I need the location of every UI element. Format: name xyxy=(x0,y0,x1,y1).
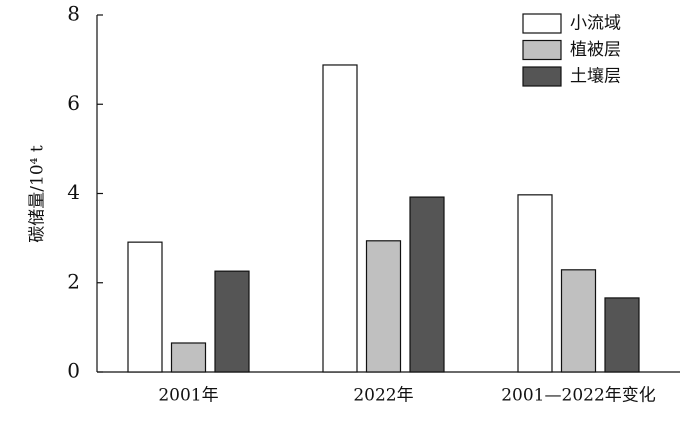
x-tick-label: 2001—2022年变化 xyxy=(501,386,656,406)
y-tick-label: 6 xyxy=(67,91,80,115)
legend-swatch xyxy=(522,66,562,87)
y-axis-label: 碳储量/10⁴ t xyxy=(28,145,48,243)
legend-label: 小流域 xyxy=(570,14,621,34)
legend-label: 土壤层 xyxy=(570,66,621,87)
bar xyxy=(214,270,250,373)
y-tick-label: 2 xyxy=(67,269,80,293)
bar xyxy=(322,64,358,373)
y-tick-label: 4 xyxy=(67,180,80,204)
y-tick-label: 8 xyxy=(67,2,80,26)
bar xyxy=(604,297,640,373)
bar xyxy=(127,241,163,373)
legend-swatch xyxy=(522,13,562,34)
legend-swatch xyxy=(522,39,562,61)
bar xyxy=(560,269,597,373)
y-tick-label: 0 xyxy=(67,359,80,383)
bar xyxy=(170,342,207,373)
legend-label: 植被层 xyxy=(570,40,621,60)
bar xyxy=(517,194,553,373)
x-tick-label: 2001年 xyxy=(158,386,218,406)
x-tick-label: 2022年 xyxy=(353,386,413,406)
bar xyxy=(409,196,445,373)
bar xyxy=(365,240,402,373)
